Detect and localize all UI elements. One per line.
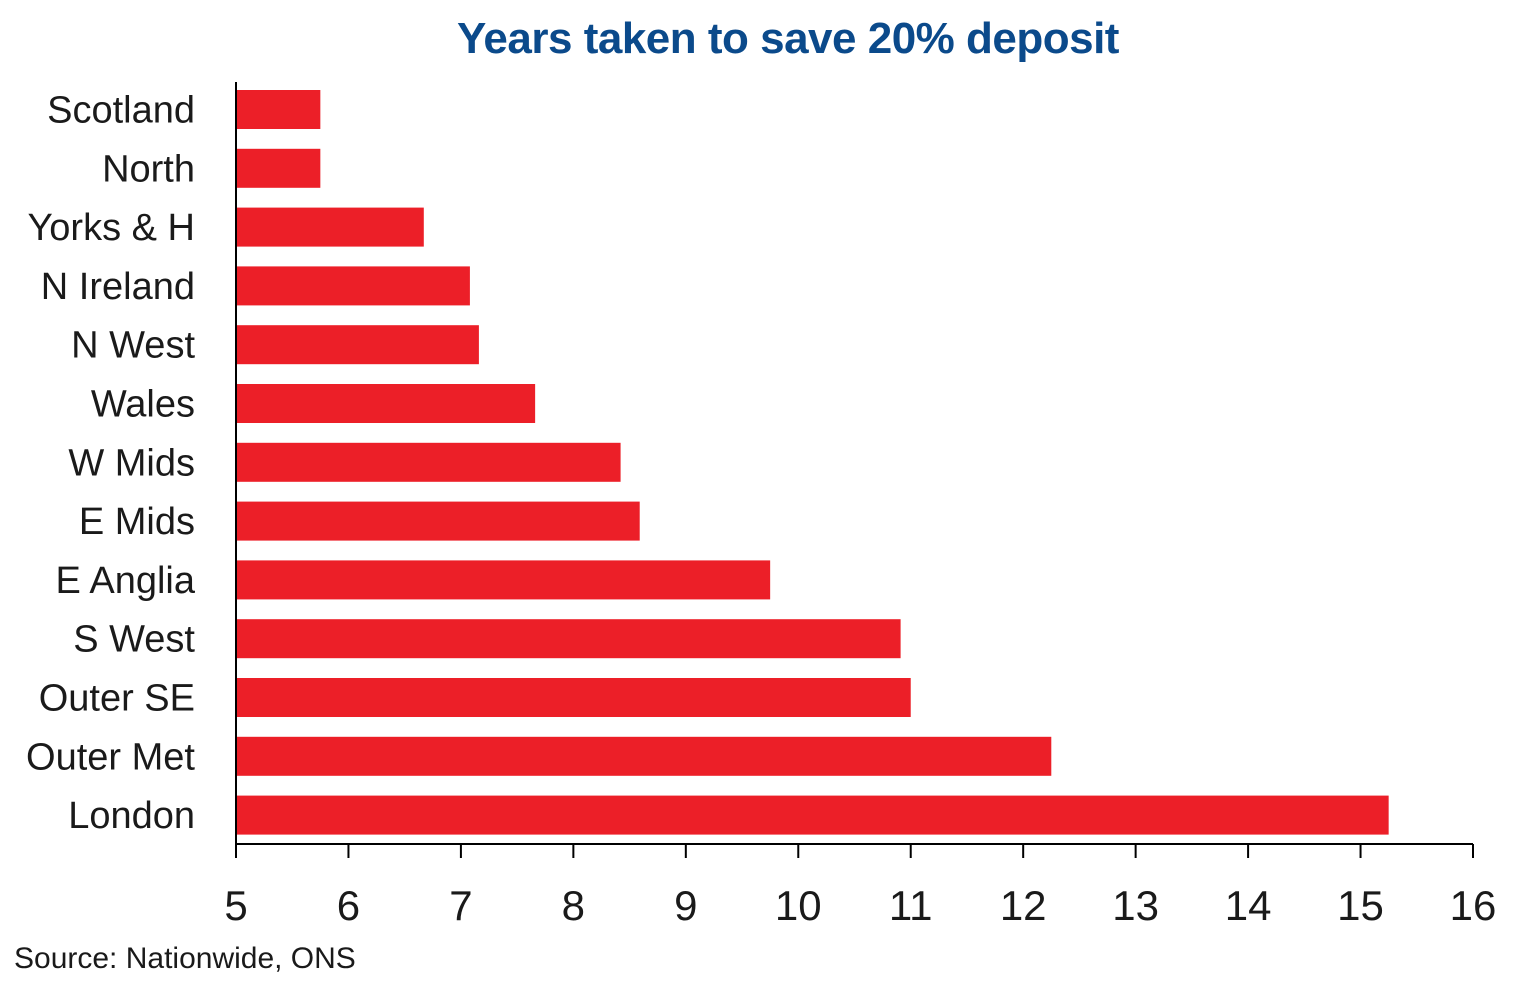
category-label: E Mids bbox=[79, 501, 195, 543]
x-tick-label: 8 bbox=[562, 882, 585, 929]
bar bbox=[236, 90, 321, 129]
bar bbox=[236, 678, 911, 717]
bar bbox=[236, 148, 321, 188]
bar bbox=[236, 266, 470, 306]
bar bbox=[236, 325, 479, 365]
category-label: E Anglia bbox=[56, 560, 196, 602]
bar bbox=[236, 736, 1052, 776]
x-tick-label: 10 bbox=[775, 882, 822, 929]
chart-title: Years taken to save 20% deposit bbox=[457, 14, 1119, 63]
category-label: Outer Met bbox=[26, 736, 195, 778]
x-tick-label: 15 bbox=[1337, 882, 1384, 929]
x-tick-label: 12 bbox=[1000, 882, 1047, 929]
category-label: N West bbox=[71, 325, 195, 367]
category-label: Outer SE bbox=[39, 678, 195, 720]
category-label: North bbox=[102, 148, 195, 190]
x-tick-label: 6 bbox=[337, 882, 360, 929]
x-tick-label: 14 bbox=[1225, 882, 1272, 929]
x-tick-label: 9 bbox=[674, 882, 697, 929]
category-label: London bbox=[68, 795, 195, 837]
bar bbox=[236, 560, 771, 600]
source-note: Source: Nationwide, ONS bbox=[14, 942, 356, 975]
bar bbox=[236, 795, 1389, 835]
category-label: Wales bbox=[91, 384, 195, 426]
x-tick-label: 7 bbox=[449, 882, 472, 929]
category-label: Yorks & H bbox=[27, 207, 195, 249]
category-label: W Mids bbox=[68, 442, 195, 484]
bar bbox=[236, 207, 424, 247]
bar bbox=[236, 384, 536, 423]
category-label: S West bbox=[73, 619, 195, 661]
bar bbox=[236, 619, 901, 659]
category-label: N Ireland bbox=[41, 266, 195, 308]
bar bbox=[236, 442, 621, 482]
x-tick-label: 13 bbox=[1112, 882, 1159, 929]
x-tick-label: 5 bbox=[224, 882, 247, 929]
x-tick-label: 16 bbox=[1450, 882, 1497, 929]
x-tick-label: 11 bbox=[889, 882, 933, 929]
category-label: Scotland bbox=[47, 90, 195, 132]
bar bbox=[236, 501, 640, 541]
